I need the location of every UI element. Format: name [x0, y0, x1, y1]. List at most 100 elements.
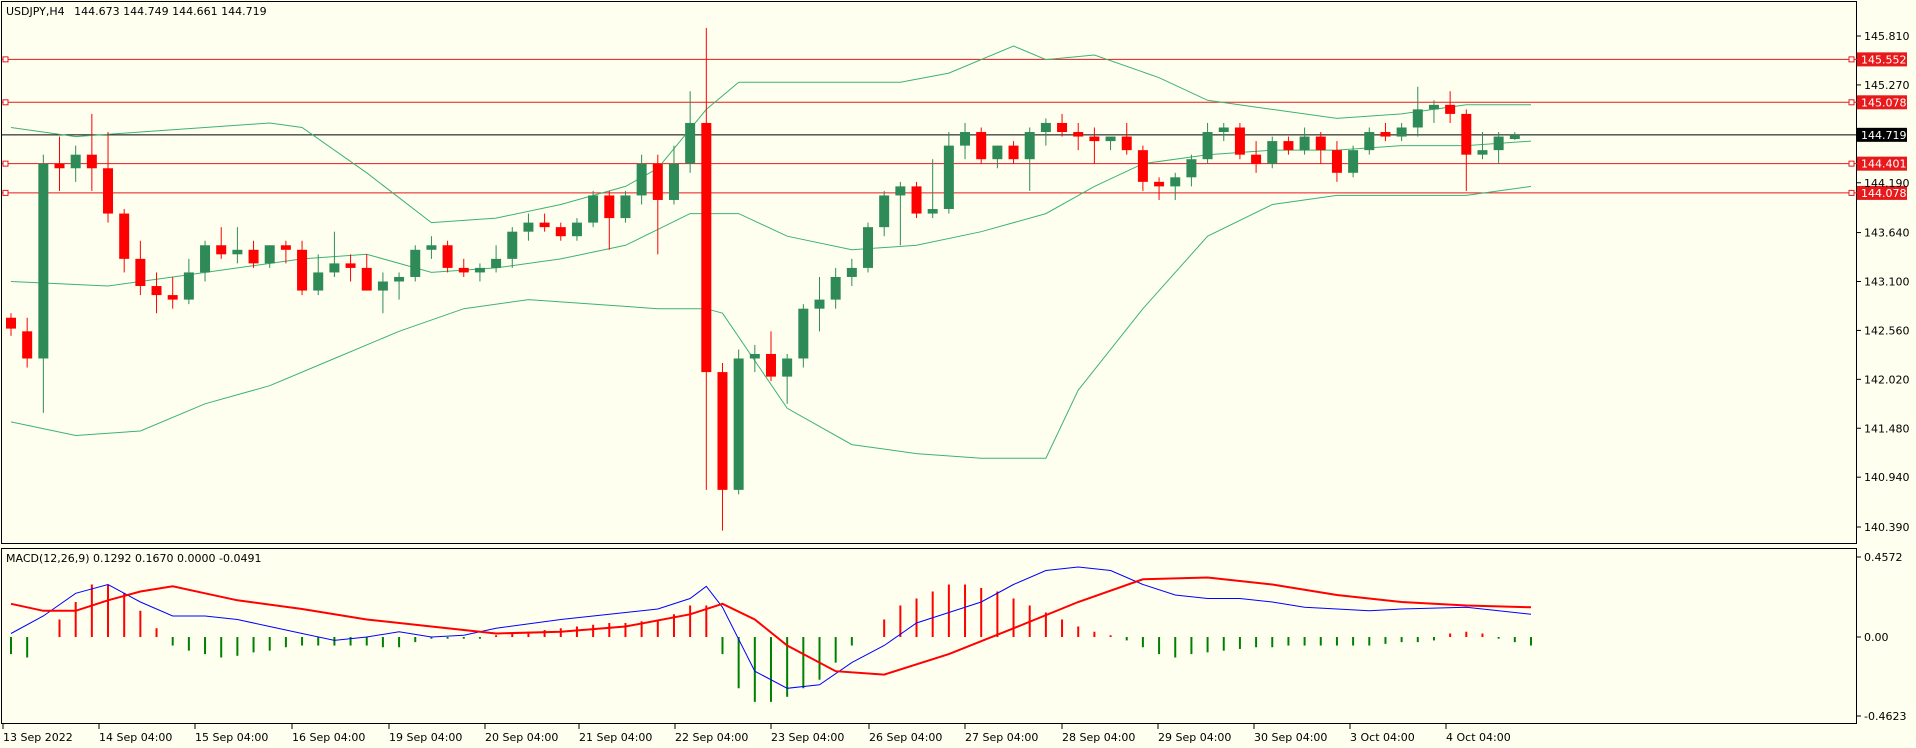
- candle-body-57: [927, 209, 938, 214]
- candle-body-67: [1089, 136, 1100, 142]
- candle-body-74: [1202, 132, 1213, 160]
- candle-body-50: [814, 299, 825, 309]
- price-tick-label-1: 145.270: [1864, 79, 1910, 92]
- candle-body-90: [1461, 113, 1472, 155]
- candle-body-76: [1234, 127, 1245, 155]
- candle-body-38: [620, 195, 631, 219]
- candle-body-93: [1509, 134, 1520, 140]
- candle-body-23: [377, 281, 388, 291]
- price-tick-label-3: 143.640: [1864, 227, 1910, 240]
- candle-body-9: [151, 286, 162, 296]
- candle-body-20: [329, 263, 340, 273]
- candle-body-51: [830, 276, 841, 300]
- candle-body-31: [507, 231, 518, 259]
- candle-body-78: [1267, 141, 1278, 164]
- candle-body-77: [1251, 154, 1262, 164]
- time-axis: 13 Sep 2022 14 Sep 04:00 15 Sep 04:00 16 Se…: [2, 724, 1511, 744]
- current-price-label: 144.719: [1861, 129, 1907, 142]
- price-tick-label-0: 145.810: [1864, 30, 1910, 43]
- candle-body-48: [782, 358, 793, 377]
- price-tick-label-7: 141.480: [1864, 422, 1910, 435]
- level-anchor-left-1[interactable]: [2, 99, 9, 106]
- level-anchor-left-0[interactable]: [2, 56, 9, 63]
- candle-body-13: [216, 245, 227, 255]
- candle-body-5: [86, 154, 97, 169]
- candles-layer: [6, 27, 1520, 531]
- time-tick-label-6: 21 Sep 04:00: [579, 731, 652, 744]
- level-anchor-left-2[interactable]: [2, 160, 9, 167]
- candle-body-59: [960, 132, 971, 146]
- macd-axis: 0.4572 0.00 -0.4623: [1857, 551, 1906, 723]
- candle-body-61: [992, 145, 1003, 160]
- candle-body-89: [1445, 104, 1456, 114]
- candle-body-27: [442, 245, 453, 268]
- macd-panel-frame[interactable]: [1, 548, 1857, 724]
- level-anchor-right-3[interactable]: [1848, 189, 1855, 196]
- candle-body-41: [668, 163, 679, 200]
- candle-body-19: [313, 272, 324, 291]
- candle-body-81: [1315, 136, 1326, 151]
- time-tick-label-12: 29 Sep 04:00: [1158, 731, 1231, 744]
- candle-body-4: [70, 154, 81, 169]
- candle-body-65: [1057, 122, 1068, 133]
- candle-body-35: [571, 222, 582, 237]
- candle-body-73: [1186, 159, 1197, 178]
- candle-body-53: [863, 227, 874, 268]
- candle-body-54: [879, 195, 890, 228]
- candle-body-32: [523, 222, 534, 232]
- level-anchor-right-1[interactable]: [1848, 99, 1855, 106]
- candle-body-39: [636, 163, 647, 196]
- candle-body-71: [1154, 181, 1165, 187]
- candle-body-42: [685, 122, 696, 164]
- candle-body-12: [200, 245, 211, 273]
- candle-body-91: [1477, 150, 1488, 155]
- candle-body-1: [22, 331, 33, 359]
- level-tag-label-3: 144.078: [1861, 187, 1907, 200]
- level-tag-2: [1857, 156, 1907, 171]
- candle-body-17: [280, 245, 291, 250]
- candle-body-79: [1283, 141, 1294, 151]
- candle-body-92: [1493, 136, 1504, 151]
- price-tick-label-2: 144.190: [1864, 177, 1910, 190]
- candle-body-2: [38, 163, 49, 359]
- level-anchor-right-2[interactable]: [1848, 160, 1855, 167]
- candle-body-84: [1364, 132, 1375, 151]
- candle-body-30: [491, 258, 502, 268]
- candle-body-86: [1396, 127, 1407, 137]
- horizontal-levels-layer: [2, 56, 1857, 196]
- level-anchor-left-3[interactable]: [2, 189, 9, 196]
- candle-body-25: [410, 249, 421, 277]
- main-panel-frame[interactable]: [1, 1, 1857, 544]
- candle-body-55: [895, 186, 906, 196]
- macd-tick-label-0: 0.4572: [1864, 551, 1903, 564]
- symbol-name: USDJPY,H4: [6, 5, 65, 18]
- price-tick-label-4: 143.100: [1864, 276, 1910, 289]
- level-tag-3: [1857, 185, 1907, 200]
- candle-body-64: [1040, 122, 1051, 133]
- macd-line: [10, 566, 1532, 689]
- candle-body-70: [1137, 150, 1148, 182]
- candle-body-33: [539, 222, 550, 228]
- price-tick-label-9: 140.390: [1864, 521, 1910, 534]
- candle-body-47: [765, 353, 776, 377]
- macd-tick-label-2: -0.4623: [1864, 710, 1906, 723]
- time-tick-label-9: 26 Sep 04:00: [869, 731, 942, 744]
- candle-body-52: [846, 267, 857, 277]
- candle-body-82: [1331, 150, 1342, 173]
- candle-body-6: [103, 168, 114, 214]
- candle-body-36: [588, 195, 599, 223]
- macd-layer: [10, 566, 1532, 702]
- time-tick-label-0: 13 Sep 2022: [3, 731, 73, 744]
- candle-body-16: [264, 245, 275, 264]
- level-anchor-right-0[interactable]: [1848, 56, 1855, 63]
- time-tick-label-1: 14 Sep 04:00: [99, 731, 172, 744]
- candle-body-24: [394, 276, 405, 282]
- ohlc-values: 144.673 144.749 144.661 144.719: [74, 5, 266, 18]
- macd-tick-label-1: 0.00: [1864, 631, 1889, 644]
- price-tick-label-8: 140.940: [1864, 471, 1910, 484]
- time-tick-label-3: 16 Sep 04:00: [292, 731, 365, 744]
- candle-body-60: [976, 132, 987, 160]
- candle-body-63: [1024, 132, 1035, 160]
- candle-body-68: [1105, 136, 1116, 142]
